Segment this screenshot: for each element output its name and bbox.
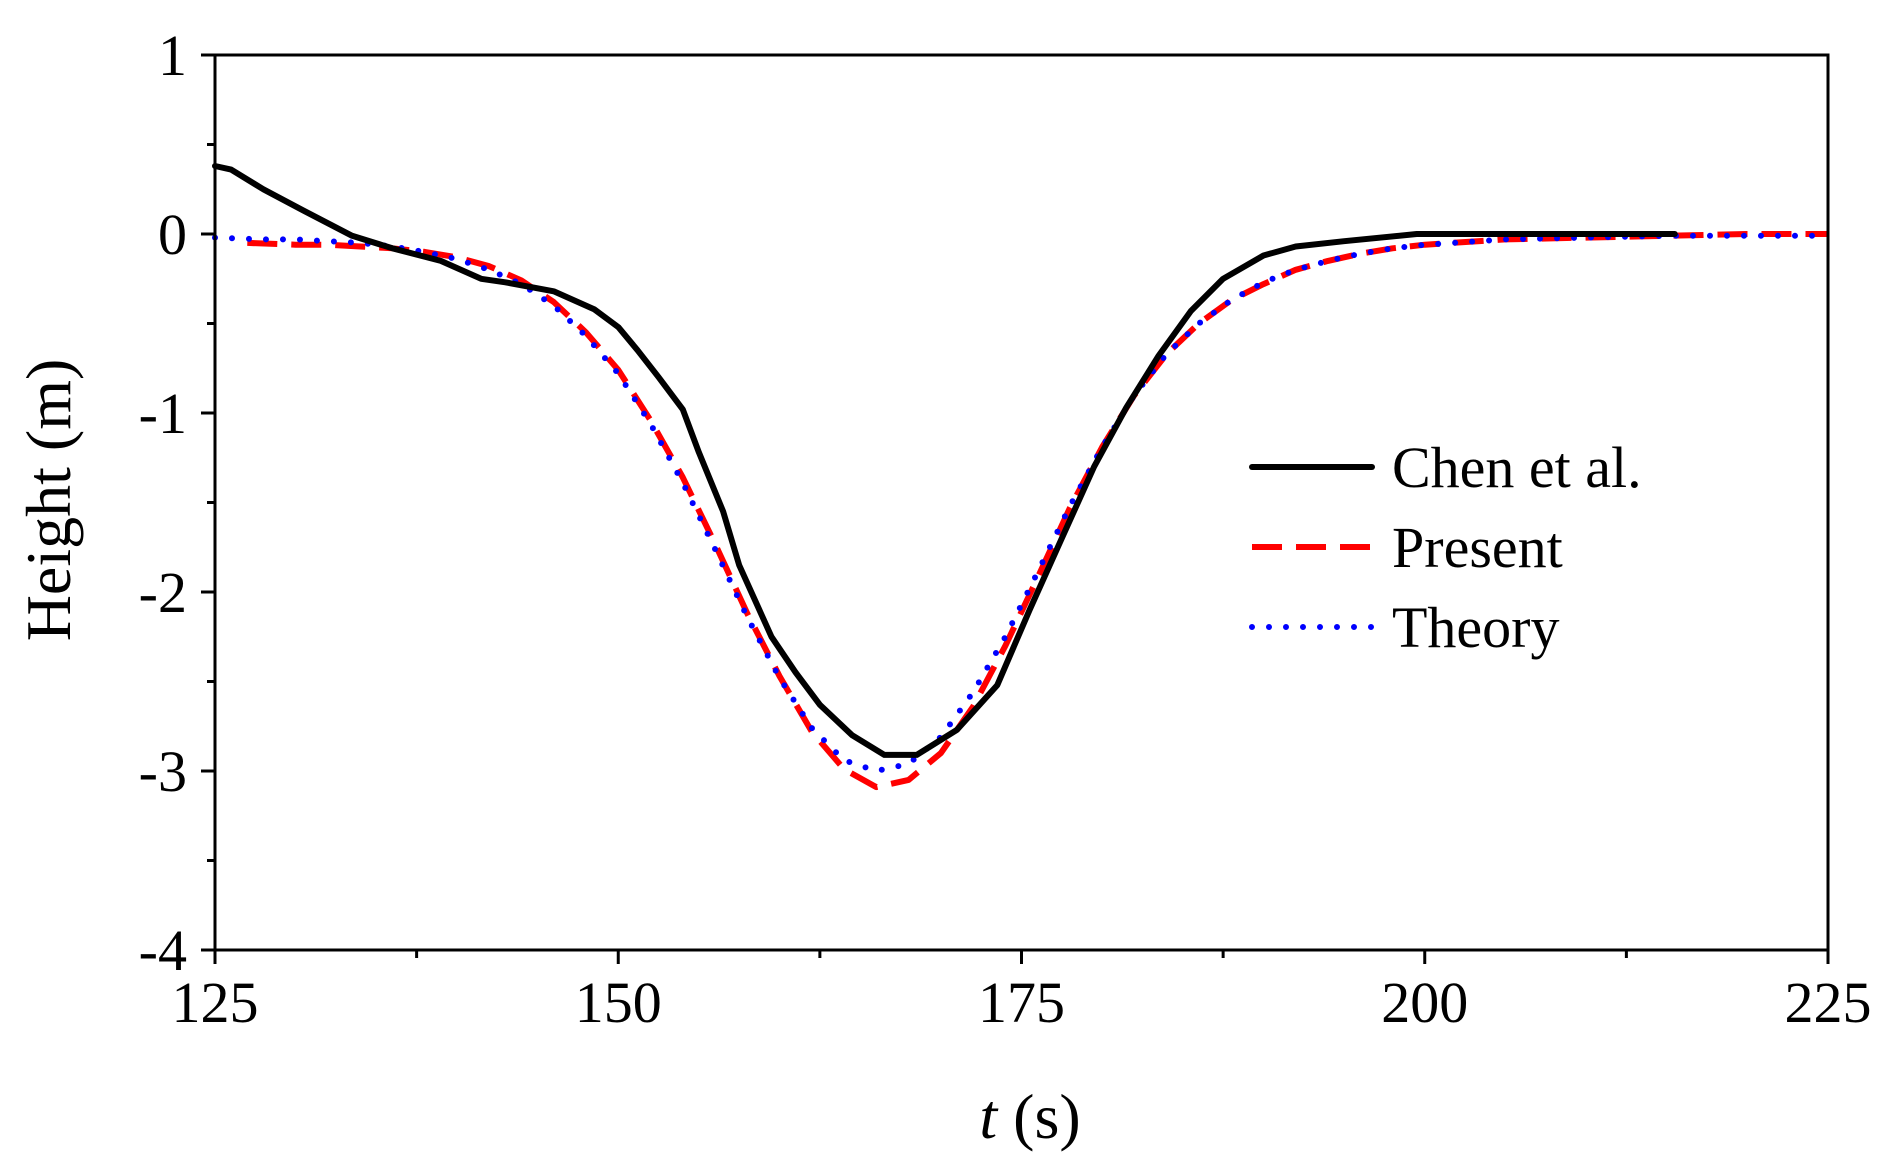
y-tick-label: -1 (139, 381, 187, 446)
y-tick-label: -2 (139, 560, 187, 625)
x-tick-label: 150 (575, 970, 662, 1035)
y-tick-label: -3 (139, 739, 187, 804)
legend-label-theory: Theory (1392, 595, 1560, 660)
legend-label-present: Present (1392, 515, 1563, 580)
series-line-theory (212, 232, 1831, 774)
x-axis-label-var: t (979, 1081, 999, 1152)
x-tick-label: 225 (1785, 970, 1872, 1035)
y-tick-label: 1 (158, 23, 187, 88)
x-axis-label: t (s) (979, 1081, 1080, 1152)
plot-frame (213, 53, 1830, 952)
tick-labels-layer: 125 150 175 200 225 1 0 -1 -2 -3 -4 (139, 23, 1872, 1035)
x-tick-label: 125 (172, 970, 259, 1035)
y-tick-label: -4 (139, 918, 187, 983)
ticks-layer (201, 53, 1830, 964)
series-layer (212, 163, 1831, 791)
x-axis-label-unit: (s) (997, 1081, 1081, 1152)
series-line-chen-et-al (212, 163, 1678, 758)
x-tick-label: 200 (1381, 970, 1468, 1035)
x-tick-label: 175 (978, 970, 1065, 1035)
y-tick-label: 0 (158, 202, 187, 267)
legend-label-chen-et-al: Chen et al. (1392, 435, 1642, 500)
y-axis-label: Height (m) (13, 359, 84, 642)
legend: Chen et al. Present Theory (1249, 435, 1642, 660)
series-line-present (247, 231, 1828, 791)
